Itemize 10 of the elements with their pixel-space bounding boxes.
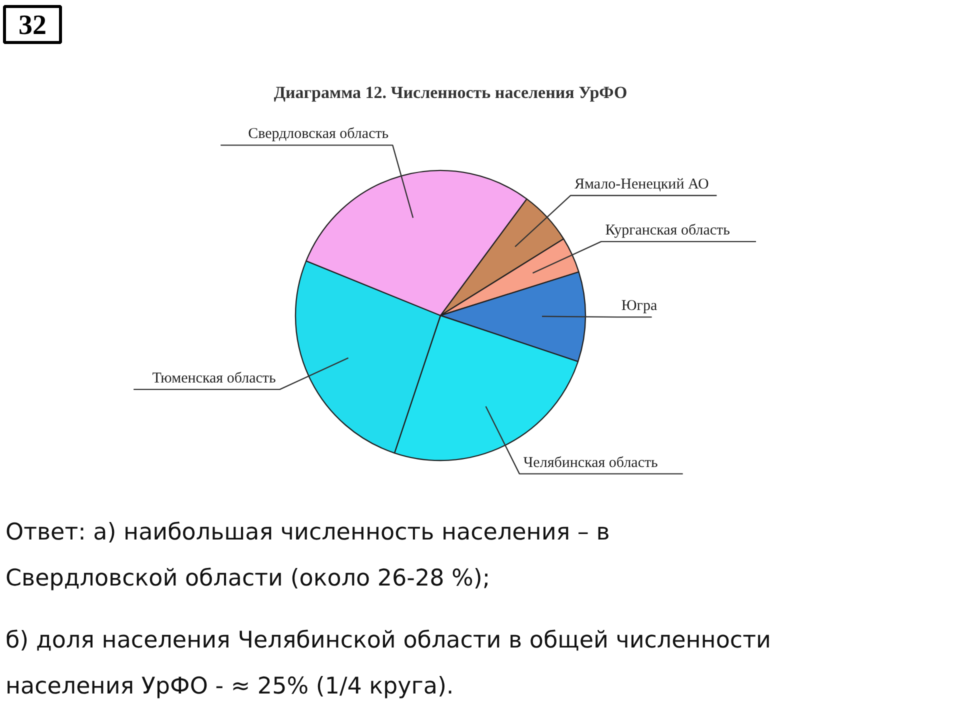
text: Ответ: а) наибольшая численность населения – в Свердловской области (около 26-28 %);: [6, 520, 610, 592]
text: б) доля населения Челябинской области в общей численности населения УрФО - ≈ 25% (1/4 круга).: [6, 628, 771, 700]
slice-label: Югра: [621, 298, 658, 314]
slice-label: Тюменская область: [152, 370, 276, 386]
slice-label: Ямало-Ненецкий АО: [574, 176, 710, 193]
slice-label: Курганская область: [605, 222, 730, 239]
text: 32: [18, 10, 46, 41]
chart-title: Диаграмма 12. Численность населения УрФО: [274, 83, 628, 102]
slice-label: Челябинская область: [523, 454, 658, 471]
slice-label: Свердловская область: [248, 126, 389, 142]
